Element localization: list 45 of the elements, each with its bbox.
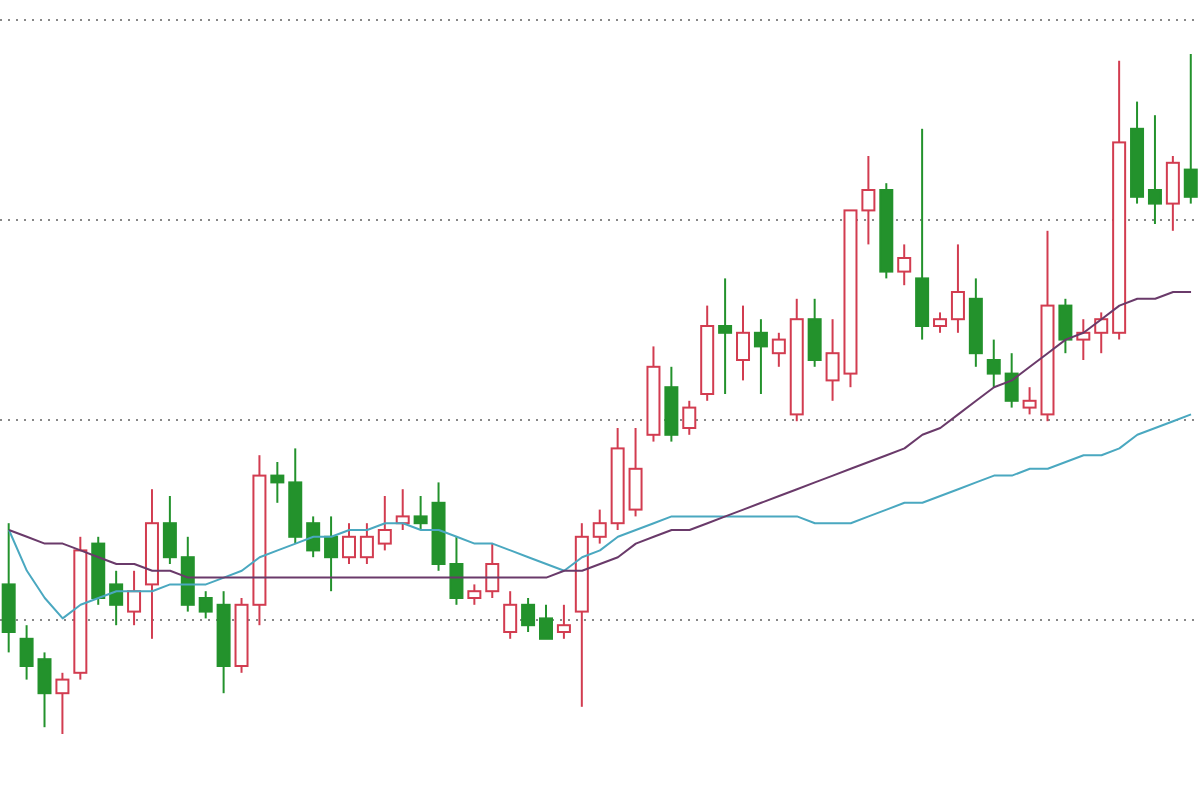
candlestick bbox=[180, 535, 195, 613]
candlestick bbox=[664, 365, 679, 443]
candlestick bbox=[915, 127, 930, 341]
candlestick bbox=[55, 671, 70, 734]
candlestick bbox=[377, 495, 392, 552]
candlestick bbox=[753, 318, 768, 395]
candlestick bbox=[986, 338, 1001, 389]
candlestick bbox=[556, 603, 571, 640]
candlestick bbox=[1004, 352, 1019, 409]
candlestick bbox=[933, 311, 948, 334]
candlestick bbox=[1165, 155, 1180, 232]
candlestick bbox=[1094, 311, 1109, 355]
candlestick bbox=[413, 495, 428, 531]
candlestick bbox=[1, 522, 16, 654]
candlestick bbox=[521, 597, 536, 633]
candlestick bbox=[950, 243, 965, 334]
candlestick bbox=[771, 331, 786, 368]
candlestick bbox=[807, 297, 822, 368]
candlestick bbox=[485, 542, 500, 599]
candlestick bbox=[341, 522, 356, 565]
candlestick bbox=[162, 495, 177, 565]
candlestick bbox=[270, 461, 285, 504]
candlestick bbox=[306, 515, 321, 559]
candlestick bbox=[1058, 297, 1073, 355]
candlestick bbox=[1147, 114, 1162, 225]
candlestick bbox=[359, 522, 374, 565]
candlestick bbox=[736, 304, 751, 382]
candlestick bbox=[682, 399, 697, 436]
candlestick bbox=[109, 569, 124, 627]
candlestick bbox=[127, 569, 142, 627]
candlestick bbox=[19, 624, 34, 681]
candlestick bbox=[503, 590, 518, 640]
candlestick bbox=[198, 590, 213, 620]
candlestick bbox=[718, 277, 733, 395]
candlestick bbox=[1183, 54, 1198, 205]
candlestick bbox=[324, 515, 339, 593]
candlestick bbox=[395, 488, 410, 531]
candlestick bbox=[467, 583, 482, 606]
candlestick bbox=[1076, 318, 1091, 361]
candlestick bbox=[539, 603, 553, 640]
candlestick bbox=[628, 427, 643, 518]
candlestick bbox=[897, 243, 912, 287]
candlestick bbox=[592, 508, 607, 545]
candlestick bbox=[37, 651, 52, 729]
candlestick bbox=[861, 155, 876, 246]
